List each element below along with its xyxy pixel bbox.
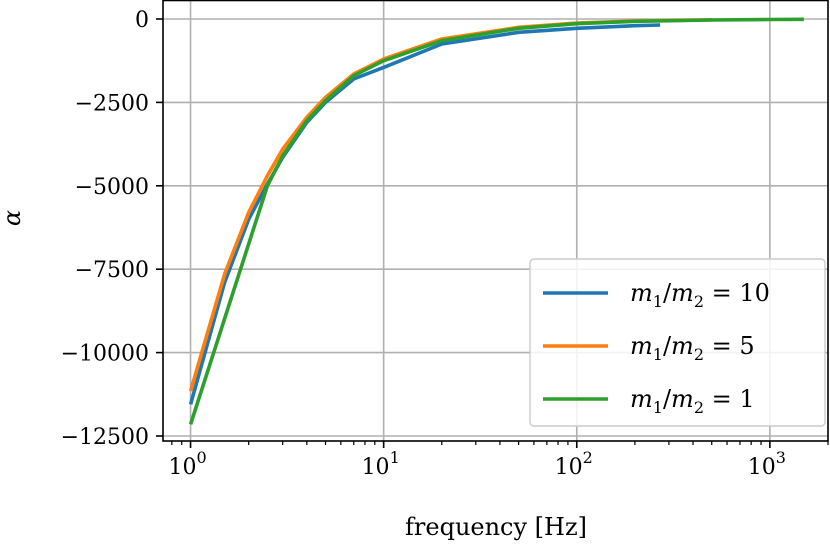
y-tick-label: −7500 (75, 258, 149, 283)
y-tick-label: −2500 (75, 91, 149, 116)
plot-frame (162, 0, 829, 442)
y-tick-label: 0 (135, 8, 149, 33)
x-tick-label: 102 (555, 448, 593, 480)
x-tick-label: 100 (168, 448, 206, 480)
x-tick-label: 101 (362, 448, 400, 480)
tick-marks (156, 18, 829, 448)
legend-label-2: m1/m2 = 5 (630, 332, 755, 364)
legend-label-1: m1/m2 = 10 (630, 279, 770, 311)
series-line-1 (188, 23, 661, 405)
y-tick-label: −5000 (75, 175, 149, 200)
series-line-3 (188, 17, 804, 425)
y-tick-label: −10000 (61, 342, 149, 367)
y-tick-label: −12500 (61, 425, 149, 450)
grid-lines (163, 0, 828, 441)
series-lines (188, 17, 804, 425)
x-tick-label: 103 (748, 448, 786, 480)
legend: m1/m2 = 10 m1/m2 = 5 m1/m2 = 1 (529, 258, 826, 427)
tick-labels: 100 101 102 103 0 −2500 −5000 −7500 −10000 −12500 (61, 8, 786, 480)
legend-label-3: m1/m2 = 1 (630, 385, 755, 417)
x-axis-label: frequency [Hz] (405, 513, 587, 541)
axes (162, 0, 829, 442)
legend-box (529, 258, 826, 427)
y-axis-label: α (0, 210, 26, 226)
